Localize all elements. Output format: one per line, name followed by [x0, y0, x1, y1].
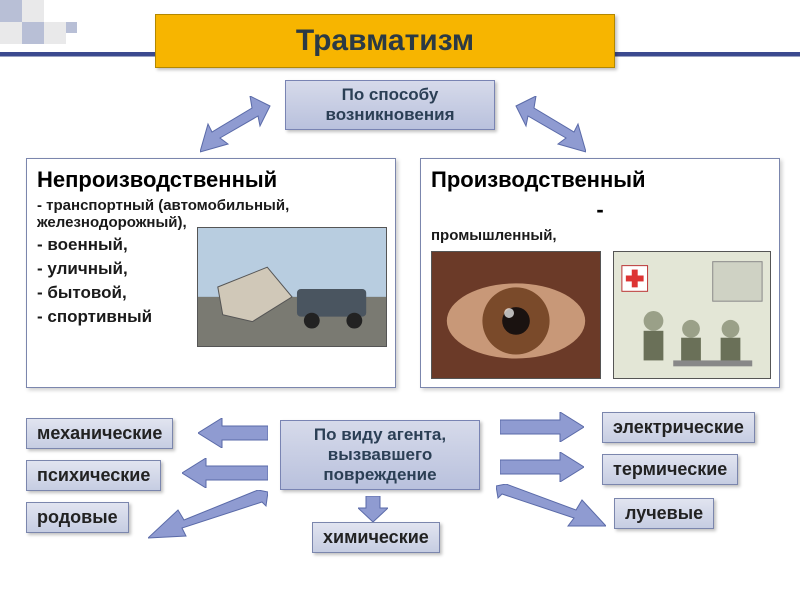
corner-decoration — [0, 0, 110, 60]
arrow-down-right-icon — [506, 96, 586, 156]
tag-radiation: лучевые — [614, 498, 714, 529]
tag-psychic: психические — [26, 460, 161, 491]
arrow-left-icon — [198, 418, 268, 448]
arrow-right-icon — [500, 452, 584, 482]
subheader-line: вызвавшего — [287, 445, 473, 465]
arrow-left-icon — [182, 458, 268, 488]
dash: - — [431, 197, 769, 223]
subheader-line: возникновения — [292, 105, 488, 125]
arrow-down-icon — [358, 496, 388, 522]
arrow-right-icon — [500, 412, 584, 442]
subheader-line: По способу — [292, 85, 488, 105]
tag-electrical: электрические — [602, 412, 755, 443]
card-heading: Производственный — [431, 167, 769, 193]
card-production: Производственный - промышленный, — [420, 158, 780, 388]
list-item: промышленный, — [431, 227, 769, 244]
subheader-agent: По виду агента, вызвавшего повреждение — [280, 420, 480, 490]
card-nonproduction: Непроизводственный - транспортный (автом… — [26, 158, 396, 388]
arrow-down-left-icon — [200, 96, 280, 156]
page-title: Травматизм — [155, 14, 615, 68]
arrow-down-right-icon — [496, 484, 606, 528]
tag-birth: родовые — [26, 502, 129, 533]
subheader-line: По виду агента, — [287, 425, 473, 445]
subheader-origin: По способу возникновения — [285, 80, 495, 130]
image-car-crash — [197, 227, 387, 347]
arrow-down-left-icon — [148, 490, 268, 540]
tag-chemical: химические — [312, 522, 440, 553]
subheader-line: повреждение — [287, 465, 473, 485]
image-eye — [431, 251, 601, 379]
image-hospital — [613, 251, 771, 379]
card-heading: Непроизводственный — [37, 167, 385, 193]
tag-mechanical: механические — [26, 418, 173, 449]
list-item: - транспортный (автомобильный, железнодо… — [37, 197, 385, 231]
tag-thermal: термические — [602, 454, 738, 485]
